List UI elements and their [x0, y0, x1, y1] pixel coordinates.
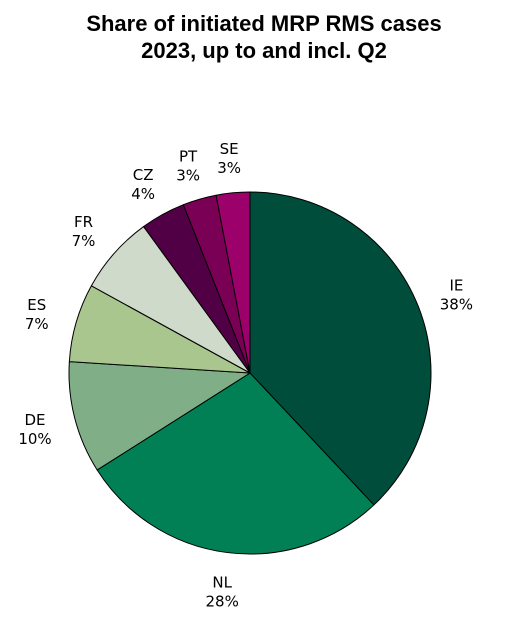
pie-label-category: SE	[220, 140, 239, 158]
pie-slices	[68, 191, 432, 555]
pie-slice-nl	[96, 372, 375, 555]
pie-label-category: FR	[74, 213, 93, 231]
pie-label-value: 10%	[18, 430, 51, 448]
pie-label-se: SE 3%	[217, 140, 241, 177]
pie-label-pt: PT 3%	[176, 148, 200, 185]
pie-label-value: 28%	[206, 592, 239, 610]
pie-label-category: DE	[24, 411, 45, 429]
pie-label-nl: NL 28%	[206, 573, 239, 610]
pie-label-de: DE 10%	[18, 411, 51, 448]
pie-label-value: 3%	[176, 167, 200, 185]
pie-label-category: ES	[27, 296, 46, 314]
pie-label-value: 7%	[25, 315, 49, 333]
pie-label-category: NL	[212, 573, 232, 591]
chart-title-line-2: 2023, up to and incl. Q2	[141, 38, 387, 63]
pie-label-category: PT	[179, 148, 198, 166]
chart-title-line-1: Share of initiated MRP RMS cases	[86, 11, 442, 36]
pie-label-fr: FR 7%	[72, 213, 96, 250]
pie-label-ie: IE 38%	[440, 277, 473, 314]
pie-label-cz: CZ 4%	[131, 166, 155, 203]
pie-label-value: 3%	[217, 159, 241, 177]
pie-slice-de	[68, 361, 251, 471]
pie-label-value: 7%	[72, 232, 96, 250]
pie-label-category: CZ	[133, 166, 154, 184]
pie-labels: IE 38%NL 28%DE 10%ES 7%FR 7%CZ 4%PT 3%SE 3%	[18, 140, 473, 610]
pie-label-value: 4%	[131, 185, 155, 203]
pie-label-value: 38%	[440, 296, 473, 314]
pie-slice-ie	[249, 191, 432, 506]
pie-slice-se	[215, 191, 251, 374]
chart-title: Share of initiated MRP RMS cases 2023, u…	[0, 10, 528, 64]
pie-label-category: IE	[449, 277, 463, 295]
pie-label-es: ES 7%	[25, 296, 49, 333]
